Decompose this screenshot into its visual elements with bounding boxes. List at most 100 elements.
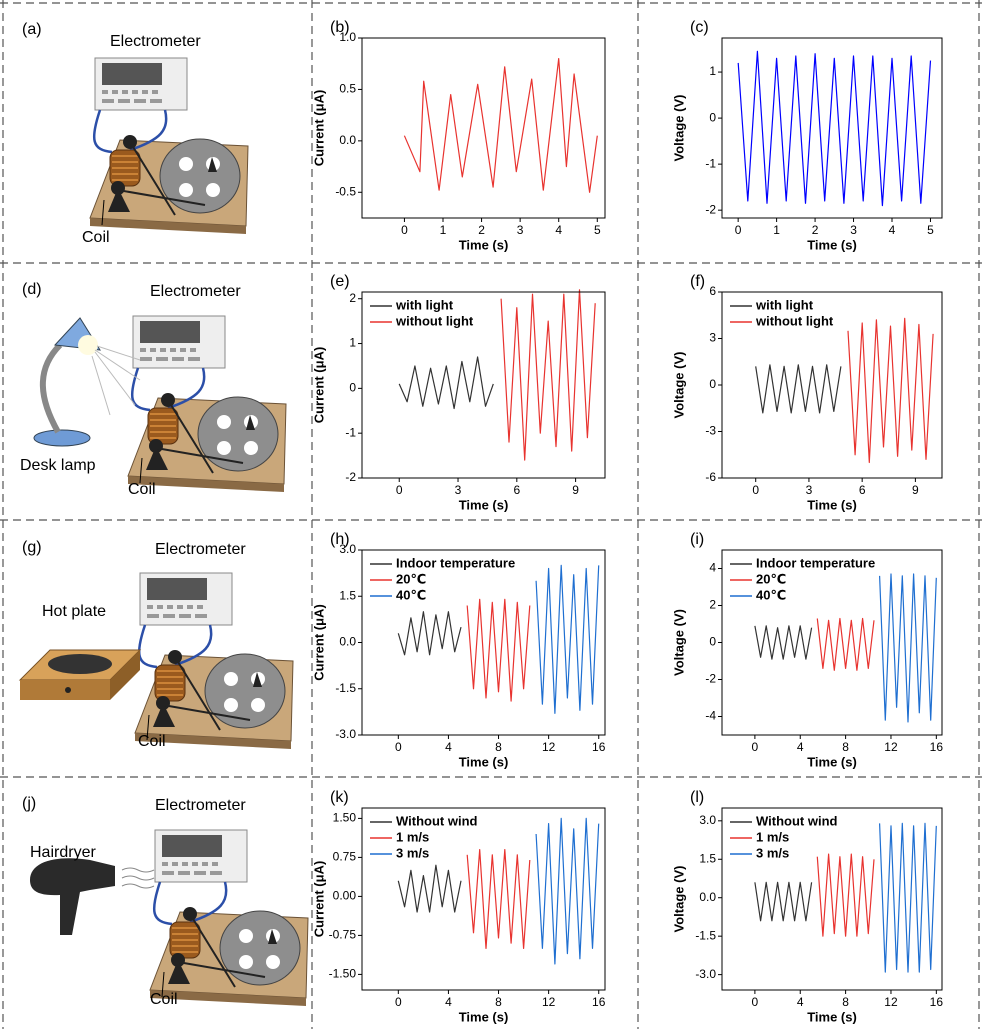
y-tick-label: -0.75 <box>329 928 357 942</box>
y-tick-label: -4 <box>705 709 716 723</box>
y-tick-label: 0 <box>709 377 716 391</box>
y-tick-label: 0.0 <box>339 635 356 649</box>
x-tick-label: 2 <box>478 223 485 237</box>
coil-label: Coil <box>150 991 178 1008</box>
y-tick-label: -0.5 <box>335 184 356 198</box>
x-axis-label: Time (s) <box>459 754 509 769</box>
x-tick-label: 3 <box>850 223 857 237</box>
y-tick-label: 1 <box>349 336 356 350</box>
series-line <box>847 317 934 464</box>
panel-label: (c) <box>690 19 709 36</box>
series-line <box>754 625 813 660</box>
panel-label: (a) <box>22 21 42 38</box>
x-tick-label: 9 <box>572 483 579 497</box>
legend-label: 1 m/s <box>756 829 789 844</box>
series-line <box>397 864 462 913</box>
plot-frame <box>361 807 606 991</box>
x-tick-label: 4 <box>889 223 896 237</box>
y-tick-label: -1 <box>705 156 716 170</box>
y-axis-label: Current (μA) <box>311 90 326 167</box>
x-tick-label: 6 <box>513 483 520 497</box>
y-tick-label: -1.5 <box>695 928 716 942</box>
plot-frame <box>721 807 943 991</box>
source-label: Desk lamp <box>20 457 96 474</box>
x-tick-label: 12 <box>542 995 556 1009</box>
plot-frame <box>721 37 943 219</box>
x-tick-label: 12 <box>884 740 898 754</box>
series-line <box>535 564 600 714</box>
x-tick-label: 8 <box>842 740 849 754</box>
x-tick-label: 0 <box>396 483 403 497</box>
x-tick-label: 0 <box>395 740 402 754</box>
panel-label: (i) <box>690 531 704 548</box>
y-tick-label: 2 <box>709 598 716 612</box>
setup-illustration <box>148 828 310 1008</box>
y-tick-label: 1.5 <box>699 851 716 865</box>
hot-plate <box>18 649 142 700</box>
y-tick-label: 3 <box>709 331 716 345</box>
y-axis-label: Voltage (V) <box>671 609 686 676</box>
x-tick-label: 12 <box>884 995 898 1009</box>
legend-label: 20℃ <box>756 571 786 586</box>
x-tick-label: 3 <box>806 483 813 497</box>
y-tick-label: 1.50 <box>333 811 357 825</box>
y-axis-label: Voltage (V) <box>671 352 686 419</box>
legend-label: 3 m/s <box>756 845 789 860</box>
y-tick-label: -3 <box>705 424 716 438</box>
x-axis-label: Time (s) <box>459 497 509 512</box>
x-axis-label: Time (s) <box>807 754 857 769</box>
legend-label: 40℃ <box>396 587 426 602</box>
legend-label: without light <box>395 313 474 328</box>
x-tick-label: 4 <box>445 740 452 754</box>
electrometer-label: Electrometer <box>155 541 246 558</box>
x-tick-label: 8 <box>495 740 502 754</box>
y-tick-label: -6 <box>705 470 716 484</box>
series-line <box>397 611 462 656</box>
series-line <box>535 817 600 965</box>
electrometer-label: Electrometer <box>110 33 201 50</box>
y-tick-label: -1 <box>345 425 356 439</box>
legend-label: with light <box>395 297 454 312</box>
legend-label: Indoor temperature <box>756 555 875 570</box>
y-tick-label: -2 <box>705 672 716 686</box>
y-tick-label: 1 <box>709 64 716 78</box>
y-tick-label: -3.0 <box>695 967 716 981</box>
y-tick-label: -1.50 <box>329 967 357 981</box>
desk-lamp <box>33 317 141 447</box>
x-tick-label: 0 <box>401 223 408 237</box>
x-tick-label: 0 <box>752 995 759 1009</box>
x-axis-label: Time (s) <box>807 1009 857 1024</box>
series-line <box>737 50 932 207</box>
y-tick-label: 0.5 <box>339 82 356 96</box>
x-tick-label: 0 <box>735 223 742 237</box>
panel-label: (k) <box>330 789 349 806</box>
series-line <box>466 598 531 702</box>
x-tick-label: 12 <box>542 740 556 754</box>
x-tick-label: 4 <box>797 995 804 1009</box>
series-line <box>403 58 598 193</box>
y-axis-label: Current (μA) <box>311 861 326 938</box>
y-tick-label: 0.00 <box>333 889 357 903</box>
x-tick-label: 1 <box>440 223 447 237</box>
y-tick-label: 3.0 <box>339 542 356 556</box>
x-axis-label: Time (s) <box>807 497 857 512</box>
coil-label: Coil <box>82 229 110 246</box>
series-line <box>500 289 596 461</box>
x-tick-label: 2 <box>812 223 819 237</box>
y-axis-label: Current (μA) <box>311 347 326 424</box>
legend-label: 3 m/s <box>396 845 429 860</box>
x-tick-label: 4 <box>797 740 804 754</box>
plot-frame <box>361 37 606 219</box>
y-tick-label: 3.0 <box>699 813 716 827</box>
legend-label: Indoor temperature <box>396 555 515 570</box>
series-line <box>879 573 937 723</box>
series-line <box>754 881 813 922</box>
legend-label: without light <box>755 313 834 328</box>
series-line <box>816 617 875 671</box>
hairdryer <box>30 858 155 935</box>
x-tick-label: 8 <box>495 995 502 1009</box>
setup-illustration <box>126 314 288 494</box>
legend-label: with light <box>755 297 814 312</box>
x-tick-label: 0 <box>752 483 759 497</box>
x-tick-label: 16 <box>930 740 944 754</box>
